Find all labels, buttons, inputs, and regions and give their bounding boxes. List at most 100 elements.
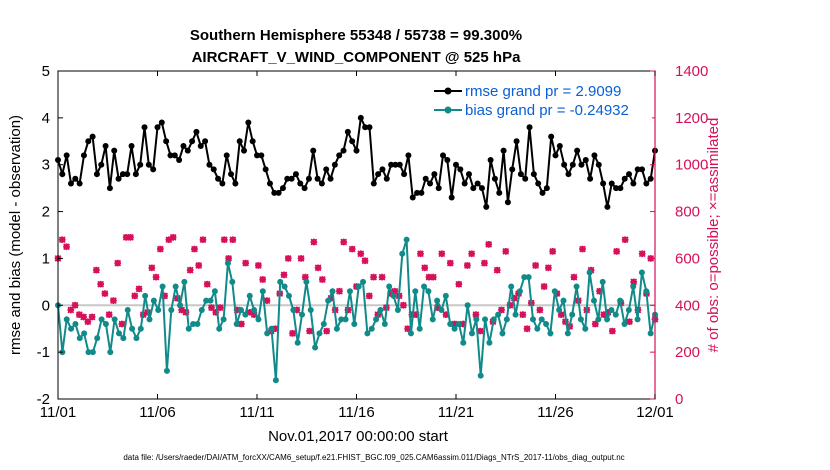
legend-box [430,81,652,121]
bias-point [595,316,602,323]
obs-assimilated-point [600,311,608,319]
bias-point [625,306,632,313]
rmse-point [344,128,351,135]
y-tick-label-left: -2 [37,391,50,408]
bias-point [573,283,580,290]
rmse-point [375,171,382,178]
y-tick-label-left: 2 [42,204,50,221]
obs-assimilated-point [340,238,348,246]
rmse-point [145,161,152,168]
rmse-point [297,180,304,187]
bias-point [525,274,532,281]
rmse-point [522,175,529,182]
rmse-point [530,171,537,178]
rmse-point [591,152,598,159]
obs-assimilated-point [557,311,565,319]
obs-assimilated-point [93,266,100,274]
rmse-point [621,175,628,182]
obs-assimilated-point [293,306,301,314]
obs-assimilated-point [259,276,267,283]
bias-point [294,339,301,346]
bias-point [551,288,558,295]
y-tick-label-left: -1 [37,344,50,361]
obs-assimilated-point [553,290,561,297]
y-tick-label-left: 4 [42,110,50,127]
rmse-point [314,175,321,182]
rmse-point [517,171,524,178]
rmse-point [215,175,222,182]
bias-point [346,288,353,295]
obs-assimilated-point [549,248,557,255]
bias-point [89,349,96,356]
obs-assimilated-point [459,320,467,328]
rmse-point [487,157,494,164]
obs-assimilated-point [421,264,429,272]
obs-assimilated-point [97,280,105,288]
y-tick-label-left: 3 [42,157,50,174]
rmse-point [414,189,421,196]
rmse-point [457,166,464,173]
obs-assimilated-point [621,236,629,244]
rmse-point [279,185,286,192]
rmse-point [630,180,637,187]
rmse-point [526,124,533,131]
obs-assimilated-point [255,262,262,269]
obs-assimilated-point [148,264,156,272]
bias-point [220,316,227,323]
obs-assimilated-point [58,236,66,244]
obs-assimilated-point [391,287,399,295]
bias-point [181,278,188,285]
rmse-point [465,171,472,178]
rmse-point [206,161,213,168]
bias-point [617,297,624,304]
bias-point [394,306,401,313]
rmse-point [336,152,343,159]
obs-assimilated-point [80,313,87,321]
bias-point [68,325,75,332]
rmse-point [292,171,299,178]
obs-assimilated-point [464,262,471,269]
bias-point [355,283,362,290]
x-tick-label: 11/11 [239,404,274,421]
legend-bias-label: bias grand pr = -0.24932 [465,102,629,119]
rmse-point [552,152,559,159]
rmse-point [357,114,364,121]
obs-assimilated-point [63,243,70,251]
bias-point [590,297,597,304]
obs-assimilated-point [250,311,258,319]
bias-point [495,311,502,318]
obs-assimilated-point [323,327,331,335]
rmse-point [67,180,74,187]
rmse-point [241,147,248,154]
obs-assimilated-point [378,273,386,281]
bias-point [102,321,109,328]
obs-assimilated-point [481,259,488,267]
rmse-point [154,124,161,131]
bias-series [55,236,658,384]
obs-assimilated-point [591,320,599,328]
bias-point [299,311,306,318]
rmse-point [608,180,615,187]
rmse-point [245,119,252,126]
rmse-point [158,119,165,126]
bias-point [338,316,345,323]
rmse-point [435,185,442,192]
bias-point [281,283,288,290]
obs-assimilated-point [361,257,369,265]
rmse-point [197,142,204,149]
rmse-point [262,166,269,173]
obs-assimilated-point [169,233,177,241]
rmse-point [604,203,611,210]
rmse-point [275,189,282,196]
rmse-point [132,171,139,178]
bias-point [529,316,536,323]
bias-point [599,278,606,285]
bias-point [207,297,214,304]
obs-assimilated-point [365,292,373,300]
rmse-point [202,138,209,145]
rmse-point [349,138,356,145]
obs-assimilated-point [127,233,134,241]
bias-point [255,316,262,323]
bias-point [407,330,414,337]
obs-assimilated-point [412,311,420,319]
